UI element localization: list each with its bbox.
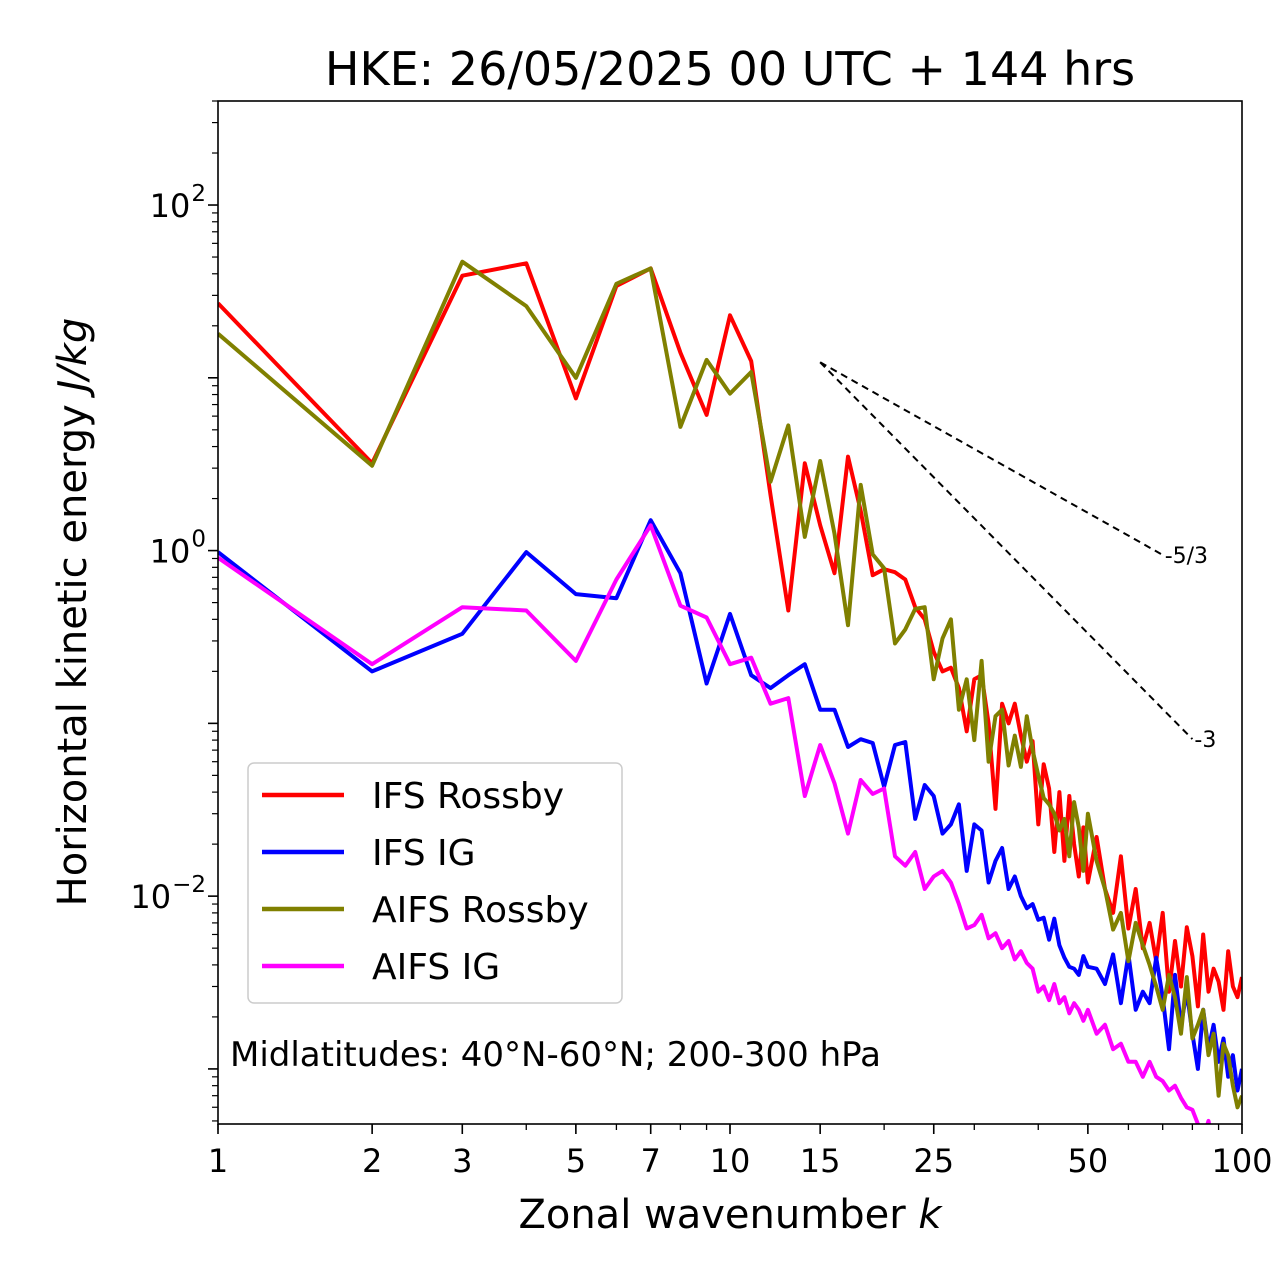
x-tick-label: 15: [800, 1142, 841, 1180]
x-tick-label: 10: [710, 1142, 751, 1180]
x-tick-label: 1: [208, 1142, 228, 1180]
legend: IFS Rossby IFS IG AIFS Rossby AIFS IG: [247, 762, 623, 1004]
series-line-1: [218, 518, 1242, 1093]
x-tick-label: 100: [1211, 1142, 1272, 1180]
legend-label-2: AIFS Rossby: [372, 890, 589, 931]
slope-label-0: -5/3: [1165, 544, 1208, 569]
y-tick-label: 10: [150, 533, 191, 571]
series-line-3: [218, 523, 1212, 1124]
slope-label-1: -3: [1194, 728, 1216, 753]
legend-label-1: IFS IG: [372, 833, 476, 874]
region-annotation: Midlatitudes: 40°N-60°N; 200-300 hPa: [230, 1035, 881, 1075]
reference-slopes: -5/3 -3: [819, 361, 1216, 753]
y-tick-label: 10: [150, 187, 191, 225]
x-tick-label: 5: [566, 1142, 586, 1180]
x-tick-label: 50: [1068, 1142, 1109, 1180]
slope-line-0: [819, 361, 1164, 556]
slope-line-1: [819, 361, 1194, 740]
x-tick-label: 3: [452, 1142, 472, 1180]
y-tick-label: 10: [130, 878, 171, 916]
x-axis: 1 2 3 5 7 10 15 25 50 100: [208, 1124, 1273, 1180]
y-axis-label: Horizontal kinetic energy J/kg: [50, 318, 96, 907]
y-tick-exponent: 2: [191, 181, 206, 207]
x-tick-label: 7: [641, 1142, 661, 1180]
series-line-2: [218, 259, 1242, 1110]
y-tick-exponent: 0: [191, 527, 206, 553]
legend-label-3: AIFS IG: [372, 947, 500, 988]
x-axis-label: Zonal wavenumber k: [518, 1192, 943, 1238]
legend-frame: [247, 762, 623, 1004]
legend-label-0: IFS Rossby: [372, 776, 564, 817]
chart-title: HKE: 26/05/2025 00 UTC + 144 hrs: [325, 42, 1135, 96]
series-line-0: [218, 261, 1242, 1012]
series-layer: [218, 259, 1242, 1124]
x-tick-label: 25: [913, 1142, 954, 1180]
x-tick-label: 2: [362, 1142, 382, 1180]
y-tick-exponent: −2: [172, 872, 206, 898]
